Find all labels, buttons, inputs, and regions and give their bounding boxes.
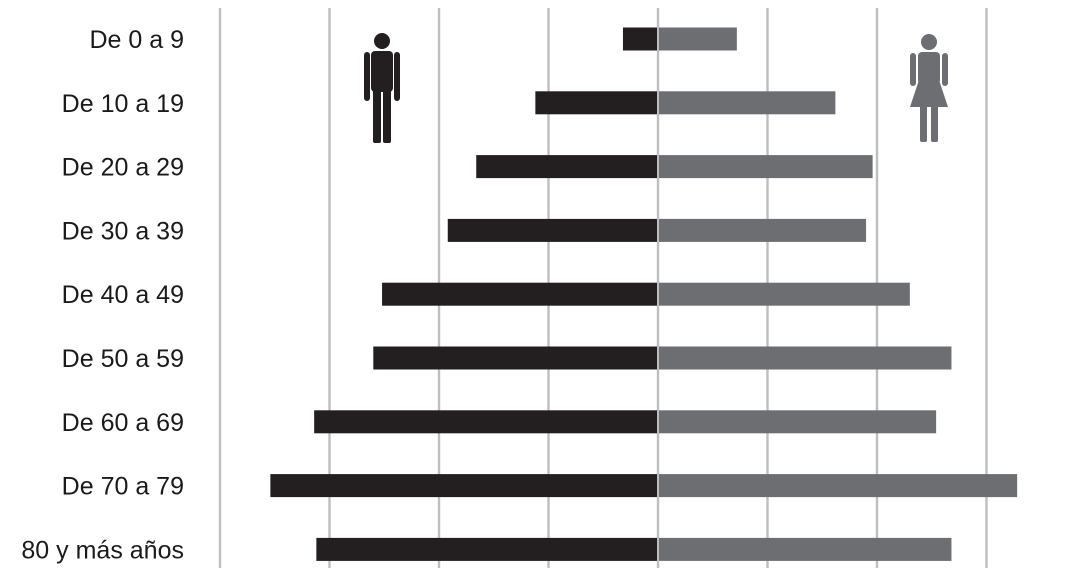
bar-female (658, 218, 867, 242)
category-label: De 10 a 19 (62, 90, 184, 118)
category-label: De 30 a 39 (62, 217, 184, 245)
bars (270, 8, 1018, 568)
male-person-icon (364, 33, 400, 143)
bar-female (658, 91, 836, 115)
category-label: De 20 a 29 (62, 154, 184, 182)
category-label: De 50 a 59 (62, 345, 184, 373)
bar-female (658, 474, 1018, 498)
bar-male (382, 282, 658, 306)
female-person-icon (910, 34, 948, 142)
bar-female (658, 346, 952, 370)
bar-male (535, 91, 658, 115)
bar-female (658, 27, 737, 51)
bar-male (476, 155, 658, 179)
bar-female (658, 282, 910, 306)
bar-male (373, 346, 658, 370)
bar-male (314, 410, 658, 434)
category-labels: De 0 a 9 De 10 a 19 De 20 a 29 De 30 a 39 De… (21, 26, 184, 564)
bar-male (270, 474, 658, 498)
bar-female (658, 155, 873, 179)
bar-female (658, 410, 937, 434)
bar-male (316, 537, 658, 561)
category-label: De 60 a 69 (62, 409, 184, 437)
category-label: 80 y más años (21, 536, 184, 564)
category-label: De 0 a 9 (89, 26, 184, 54)
bar-male (622, 27, 658, 51)
legend-icons (364, 33, 948, 143)
bar-male (447, 218, 658, 242)
category-label: De 70 a 79 (62, 473, 184, 501)
category-label: De 40 a 49 (62, 281, 184, 309)
bar-female (658, 537, 952, 561)
